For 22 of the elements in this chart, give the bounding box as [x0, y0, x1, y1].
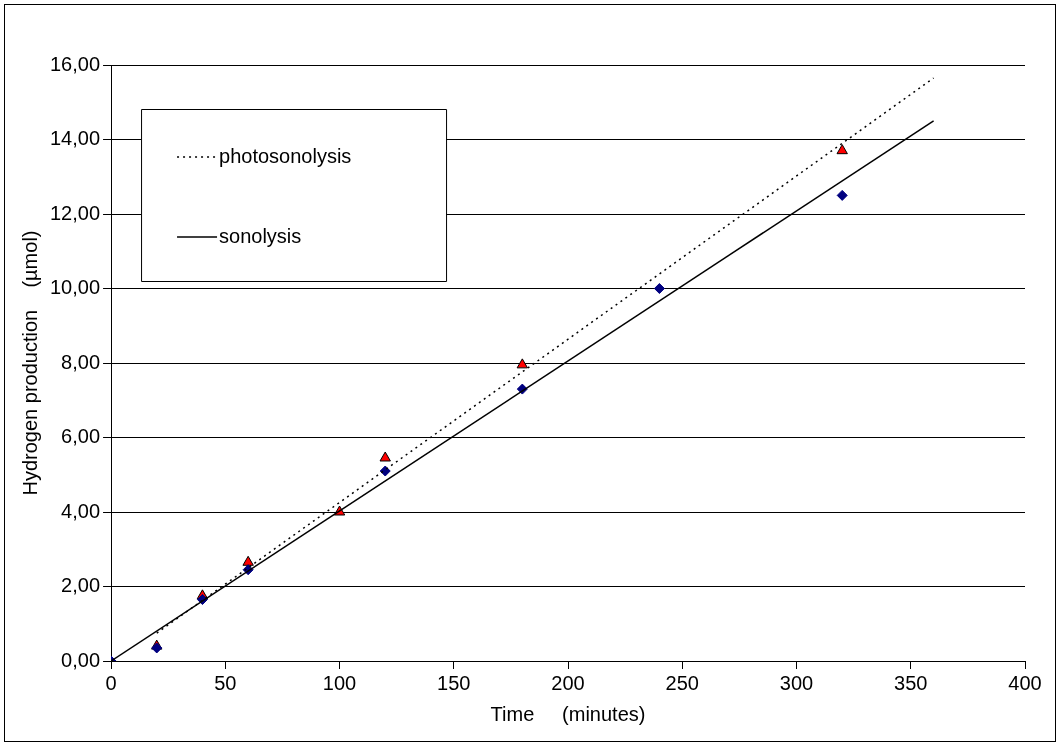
y-tick-label: 6,00 — [61, 425, 101, 448]
x-tick-label: 350 — [894, 671, 928, 694]
x-axis-title: Time (minutes) — [490, 702, 646, 725]
x-tick-label: 250 — [665, 671, 699, 694]
y-tick-label: 8,00 — [61, 350, 101, 373]
legend-label: sonolysis — [219, 224, 302, 247]
x-tick-label: 50 — [214, 671, 237, 694]
y-tick-label: 14,00 — [49, 127, 101, 150]
x-tick-label: 0 — [105, 671, 117, 694]
x-tick-label: 400 — [1008, 671, 1042, 694]
y-tick-label: 16,00 — [49, 52, 101, 75]
x-tick-label: 100 — [322, 671, 357, 694]
y-axis-title: Hydrogen production (µmol) — [18, 230, 41, 496]
y-tick-label: 2,00 — [61, 574, 101, 597]
legend-label: photosonolysis — [219, 144, 352, 167]
x-tick-label: 200 — [551, 671, 585, 694]
y-tick-label: 0,00 — [61, 648, 101, 671]
x-tick-label: 300 — [779, 671, 814, 694]
y-tick-label: 12,00 — [49, 201, 101, 224]
x-tick-label: 150 — [437, 671, 471, 694]
y-tick-label: 10,00 — [49, 276, 101, 299]
y-tick-label: 4,00 — [61, 499, 101, 522]
